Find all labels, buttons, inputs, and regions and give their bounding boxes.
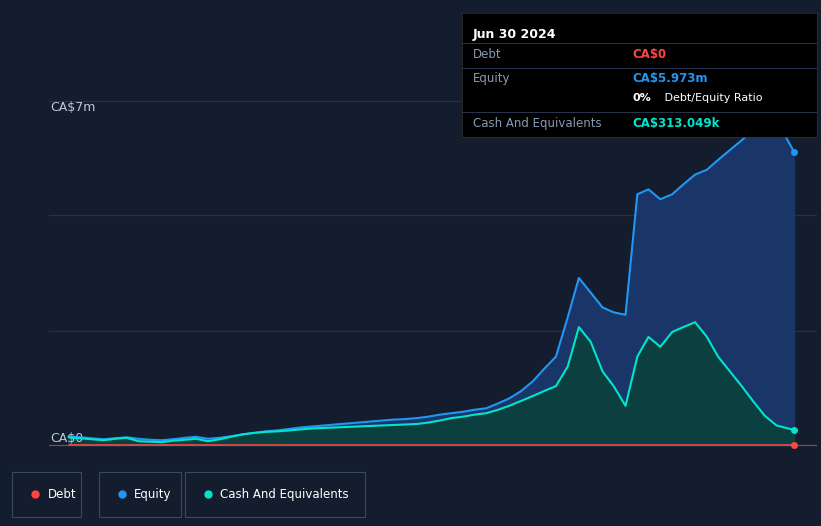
Text: 0%: 0% — [632, 94, 651, 104]
Text: CA$5.973m: CA$5.973m — [632, 73, 708, 86]
Text: Cash And Equivalents: Cash And Equivalents — [473, 117, 602, 130]
Text: CA$7m: CA$7m — [51, 101, 96, 114]
Text: Jun 30 2024: Jun 30 2024 — [473, 28, 557, 41]
Text: Equity: Equity — [473, 73, 511, 86]
Text: Debt/Equity Ratio: Debt/Equity Ratio — [661, 94, 763, 104]
Text: Debt: Debt — [48, 488, 76, 501]
Text: Debt: Debt — [473, 48, 502, 61]
Text: Cash And Equivalents: Cash And Equivalents — [220, 488, 349, 501]
Text: Equity: Equity — [134, 488, 172, 501]
Text: CA$0: CA$0 — [632, 48, 667, 61]
Text: CA$313.049k: CA$313.049k — [632, 117, 720, 130]
Text: CA$0: CA$0 — [51, 432, 84, 445]
